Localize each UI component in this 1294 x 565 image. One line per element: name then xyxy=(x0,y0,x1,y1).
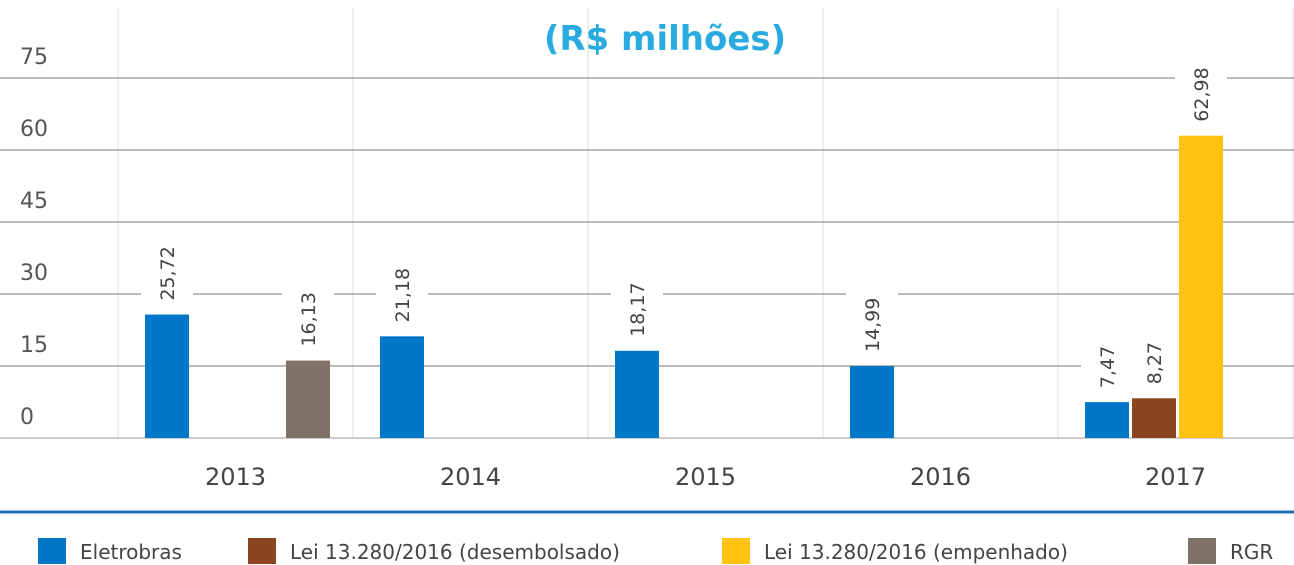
value-label: 14,99 xyxy=(862,298,884,352)
value-label-bg xyxy=(376,260,428,325)
y-tick-label: 15 xyxy=(20,333,48,358)
y-tick-label: 60 xyxy=(20,117,48,142)
value-label: 18,17 xyxy=(627,282,649,336)
x-tick-label: 2013 xyxy=(205,463,266,491)
legend-label: Eletrobras xyxy=(80,540,182,564)
legend-swatch xyxy=(1188,538,1216,564)
x-tick-label: 2014 xyxy=(440,463,501,491)
x-tick-label: 2015 xyxy=(675,463,736,491)
value-label-bg xyxy=(1128,322,1180,387)
bar xyxy=(1085,402,1129,438)
legend-swatch xyxy=(38,538,66,564)
value-label: 62,98 xyxy=(1191,67,1213,121)
value-label-bg xyxy=(141,238,193,303)
y-tick-label: 0 xyxy=(20,405,34,430)
y-tick-label: 30 xyxy=(20,261,48,286)
x-tick-label: 2017 xyxy=(1145,463,1206,491)
legend-label: Lei 13.280/2016 (empenhado) xyxy=(764,540,1068,564)
chart-title: (R$ milhões) xyxy=(544,19,786,59)
bar xyxy=(850,366,894,438)
bar xyxy=(286,360,330,438)
legend-swatch xyxy=(248,538,276,564)
value-label-bg xyxy=(846,290,898,355)
value-label-bg xyxy=(611,274,663,339)
legend-swatch xyxy=(722,538,750,564)
legend-label: Lei 13.280/2016 (desembolsado) xyxy=(290,540,620,564)
x-tick-label: 2016 xyxy=(910,463,971,491)
y-tick-label: 45 xyxy=(20,189,48,214)
value-label: 16,13 xyxy=(298,292,320,346)
bar xyxy=(1132,398,1176,438)
value-label-bg xyxy=(282,284,334,349)
value-label: 21,18 xyxy=(392,268,414,322)
bar xyxy=(1179,135,1223,439)
legend-label: RGR xyxy=(1230,540,1273,564)
value-label-bg xyxy=(1175,59,1227,124)
value-label: 7,47 xyxy=(1097,346,1119,388)
bar xyxy=(615,350,659,438)
bar xyxy=(145,314,189,438)
y-tick-label: 75 xyxy=(20,45,48,70)
value-label: 8,27 xyxy=(1144,342,1166,384)
value-label: 25,72 xyxy=(157,246,179,300)
value-label-bg xyxy=(1081,326,1133,391)
bar xyxy=(380,336,424,438)
